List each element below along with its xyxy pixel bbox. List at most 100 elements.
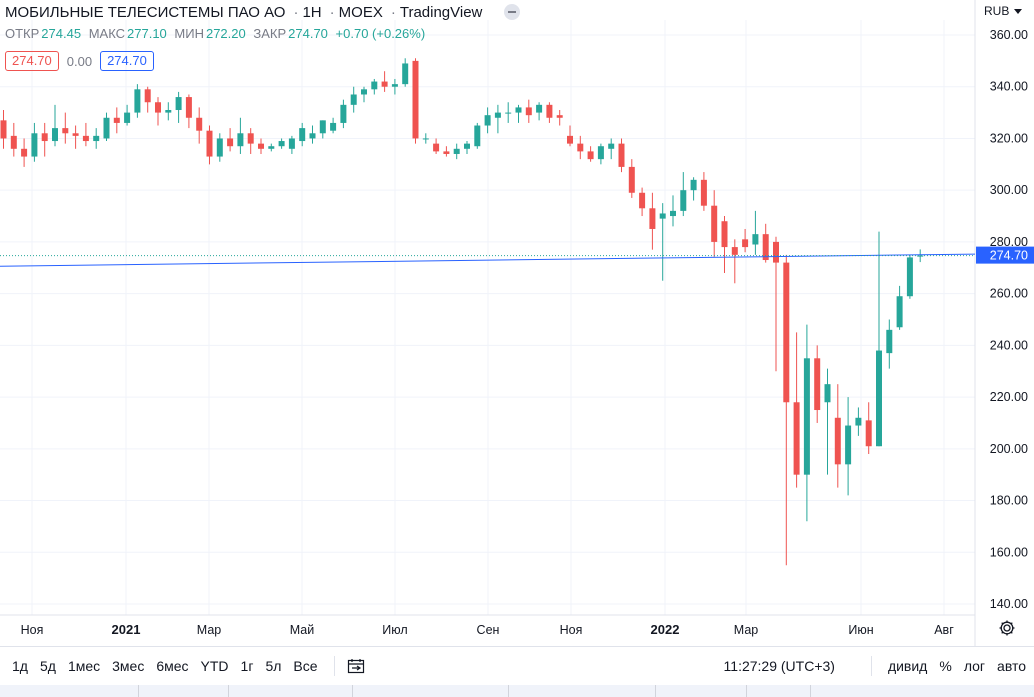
candle-up: [453, 148, 460, 154]
symbol-interval: 1Н: [302, 4, 322, 21]
candle-down: [433, 143, 440, 152]
percent-scale-toggle[interactable]: %: [939, 658, 952, 674]
candle-up: [103, 117, 110, 139]
candle-down: [587, 151, 594, 160]
candle-up: [855, 417, 862, 426]
candle-down: [10, 135, 17, 149]
log-scale-toggle[interactable]: лог: [963, 658, 986, 674]
candle-up: [906, 257, 913, 297]
x-tick-label: Мар: [734, 623, 759, 637]
x-tick-label: Сен: [477, 623, 500, 637]
candle-up: [299, 128, 306, 142]
candle-up: [124, 112, 131, 123]
candle-up: [608, 143, 615, 149]
candle-up: [494, 112, 501, 118]
range-5y-button[interactable]: 5л: [265, 658, 282, 674]
candle-up: [134, 89, 141, 113]
candle-down: [443, 151, 450, 154]
price-chart[interactable]: 360.00 340.00 320.00 300.00 280.00 260.00 240.…: [0, 0, 1034, 646]
close-label: ЗАКР: [253, 26, 287, 41]
x-tick-label: Ноя: [560, 623, 583, 637]
candle-down: [742, 239, 749, 248]
candle-up: [917, 255, 924, 257]
candle-down: [783, 262, 790, 403]
candle-down: [721, 221, 728, 248]
symbol-exchange: MOEX: [338, 4, 383, 21]
auto-scale-toggle[interactable]: авто: [997, 658, 1026, 674]
open-value: 274.45: [41, 26, 82, 41]
buy-price-box[interactable]: 274.70: [100, 51, 154, 71]
range-1m-button[interactable]: 1мес: [67, 658, 101, 674]
x-tick-label: 2022: [651, 622, 680, 637]
x-tick-label: Ноя: [21, 623, 44, 637]
trend-line: [0, 253, 976, 267]
candle-down: [556, 115, 563, 118]
candle-up: [237, 133, 244, 147]
toolbar-divider: [333, 656, 335, 676]
clock-timezone[interactable]: 11:27:29 (UTC+3): [723, 658, 835, 674]
low-label: МИН: [174, 26, 204, 41]
collapse-legend-button[interactable]: [504, 4, 520, 20]
candle-down: [577, 143, 584, 152]
candle-up: [824, 384, 831, 403]
candle-down: [144, 89, 151, 103]
candle-down: [155, 102, 161, 113]
y-tick-label: 260.00: [990, 287, 1028, 301]
candle-down: [525, 107, 532, 116]
ohlc-legend: ОТКР 274.45 МАКС 277.10 МИН 272.20 ЗАКР 274.…: [5, 26, 429, 41]
y-tick-label: 220.00: [990, 390, 1028, 404]
x-tick-label: 2021: [112, 622, 141, 637]
candle-up: [515, 107, 522, 113]
y-tick-label: 320.00: [990, 131, 1028, 145]
candle-down: [21, 148, 28, 157]
candle-up: [659, 213, 666, 219]
range-ytd-button[interactable]: YTD: [200, 658, 229, 674]
dividends-toggle[interactable]: дивид: [887, 658, 928, 674]
candle-up: [402, 63, 409, 85]
spread-value: 0.00: [66, 53, 93, 69]
x-tick-label: Авг: [934, 623, 954, 637]
candle-up: [474, 125, 481, 147]
candle-up: [597, 146, 604, 160]
candle-up: [886, 329, 893, 354]
high-label: МАКС: [88, 26, 126, 41]
settings-gear-icon[interactable]: [998, 619, 1016, 637]
last-price-label: 274.70: [990, 249, 1028, 263]
candle-up: [319, 120, 326, 134]
range-1d-button[interactable]: 1д: [12, 658, 28, 674]
range-1y-button[interactable]: 1г: [240, 658, 254, 674]
candle-down: [206, 130, 213, 157]
candle-up: [845, 425, 852, 465]
candle-down: [546, 104, 553, 118]
candle-down: [762, 234, 769, 261]
candle-up: [484, 115, 491, 126]
candle-down: [412, 60, 419, 139]
candle-down: [82, 135, 89, 142]
range-5d-button[interactable]: 5д: [39, 658, 56, 674]
y-tick-label: 140.00: [990, 597, 1028, 611]
data-source: TradingView: [399, 4, 483, 21]
candle-down: [773, 241, 779, 263]
currency-selector[interactable]: RUB: [984, 4, 1022, 18]
candle-down: [0, 120, 7, 139]
x-tick-label: Май: [290, 623, 315, 637]
y-tick-label: 180.00: [990, 494, 1028, 508]
sell-price-box[interactable]: 274.70: [5, 51, 59, 71]
range-3m-button[interactable]: 3мес: [112, 658, 145, 674]
x-tick-label: Июн: [848, 623, 873, 637]
candle-down: [381, 81, 388, 87]
open-label: ОТКР: [5, 26, 40, 41]
y-tick-label: 200.00: [990, 442, 1028, 456]
x-tick-label: Июл: [382, 623, 407, 637]
candle-up: [680, 190, 687, 211]
candle-down: [247, 133, 254, 144]
y-tick-label: 280.00: [990, 235, 1028, 249]
high-value: 277.10: [127, 26, 167, 41]
range-6m-button[interactable]: 6мес: [156, 658, 189, 674]
candle-up: [896, 296, 903, 328]
candle-up: [93, 135, 100, 142]
range-all-button[interactable]: Все: [293, 658, 318, 674]
go-to-date-calendar-icon[interactable]: [347, 658, 365, 674]
candle-up: [505, 112, 512, 114]
candle-up: [31, 133, 38, 157]
